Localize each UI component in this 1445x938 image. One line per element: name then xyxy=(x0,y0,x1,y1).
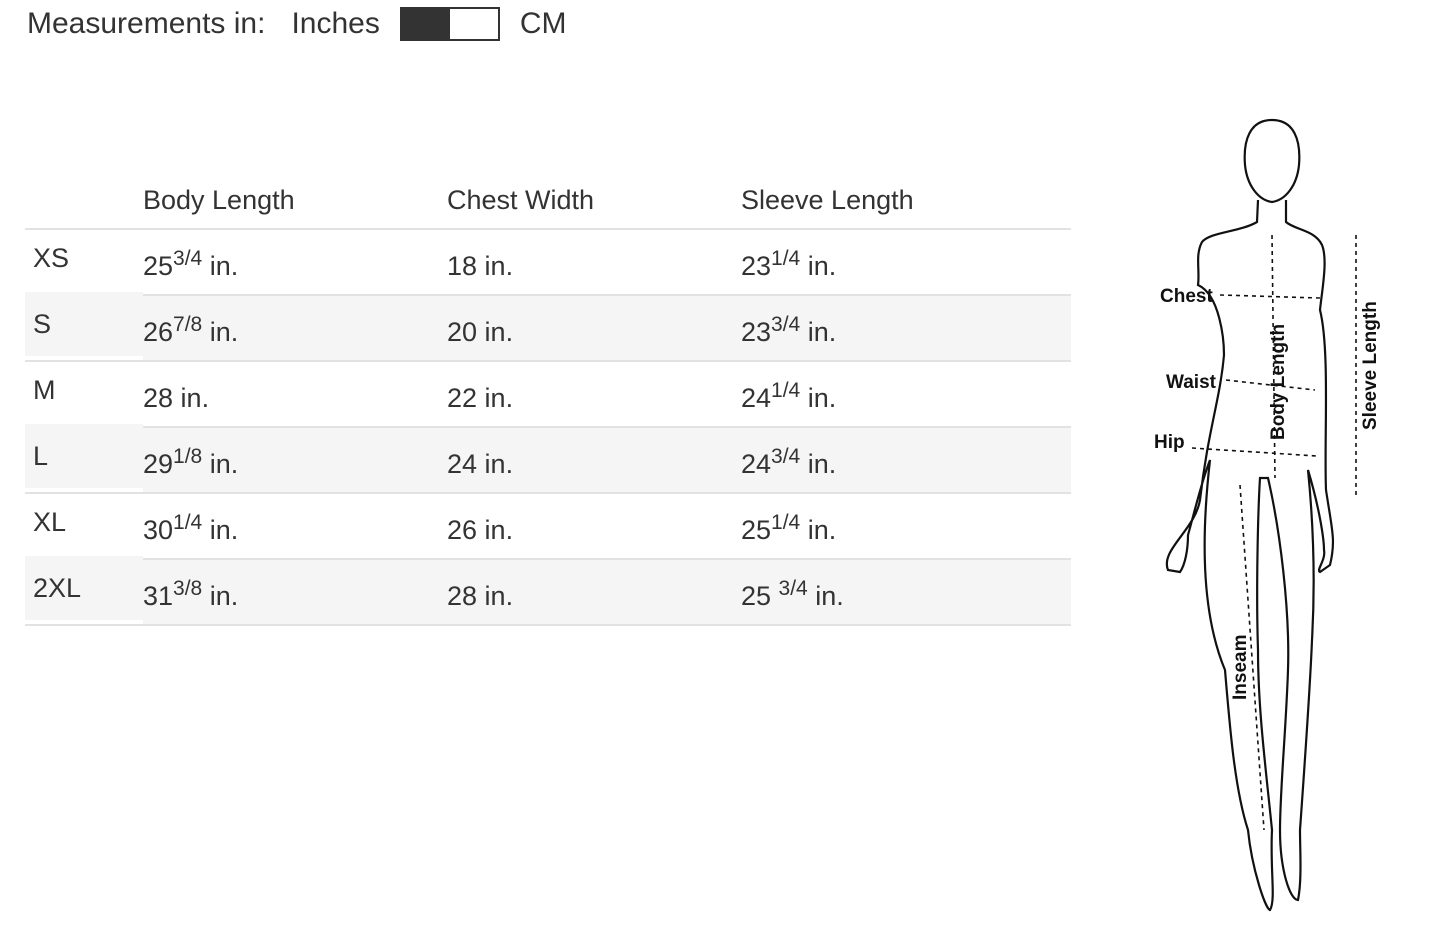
size-cell: M xyxy=(25,357,143,424)
table-row: L 291/8 in. 24 in. 243/4 in. xyxy=(25,423,1071,494)
sleeve-length-cell: 231/4 in. xyxy=(741,229,1071,296)
sleeve-length-cell: 243/4 in. xyxy=(741,427,1071,494)
body-length-cell: 301/4 in. xyxy=(143,493,447,560)
size-cell: 2XL xyxy=(25,555,143,622)
chest-width-cell: 18 in. xyxy=(447,229,741,296)
size-cell: L xyxy=(25,423,143,490)
table-row: 2XL 313/8 in. 28 in. 25 3/4 in. xyxy=(25,555,1071,626)
size-cell: XL xyxy=(25,489,143,556)
chest-width-cell: 20 in. xyxy=(447,295,741,362)
body-length-cell: 253/4 in. xyxy=(143,229,447,296)
label-sleeve-length: Sleeve Length xyxy=(1360,301,1381,430)
chest-width-cell: 26 in. xyxy=(447,493,741,560)
body-length-cell: 291/8 in. xyxy=(143,427,447,494)
header-chest-width: Chest Width xyxy=(447,172,741,230)
body-outline xyxy=(1165,199,1335,912)
table-row: XS 253/4 in. 18 in. 231/4 in. xyxy=(25,225,1071,296)
sleeve-length-cell: 25 3/4 in. xyxy=(741,559,1071,626)
table-row: S 267/8 in. 20 in. 233/4 in. xyxy=(25,291,1071,362)
unit-toggle[interactable] xyxy=(399,7,500,41)
label-inseam: Inseam xyxy=(1230,635,1251,700)
chest-width-cell: 24 in. xyxy=(447,427,741,494)
body-length-cell: 28 in. xyxy=(143,361,447,428)
inches-option[interactable]: Inches xyxy=(291,7,380,40)
table-row: M 28 in. 22 in. 241/4 in. xyxy=(25,357,1071,428)
header-size xyxy=(25,172,143,230)
size-cell: XS xyxy=(25,225,143,292)
body-measurement-figure: Chest Waist Hip Body Length Sleeve Lengt… xyxy=(1154,118,1381,912)
table-header: Body Length Chest Width Sleeve Length xyxy=(25,172,1071,230)
sleeve-length-cell: 233/4 in. xyxy=(741,295,1071,362)
unit-selector: Measurements in: Inches CM xyxy=(27,4,566,44)
measurements-label: Measurements in: xyxy=(27,7,266,40)
header-body-length: Body Length xyxy=(143,172,447,230)
label-body-length: Body Length xyxy=(1268,324,1289,440)
sleeve-length-cell: 241/4 in. xyxy=(741,361,1071,428)
size-cell: S xyxy=(25,291,143,358)
body-length-cell: 267/8 in. xyxy=(143,295,447,362)
sleeve-length-cell: 251/4 in. xyxy=(741,493,1071,560)
header-sleeve-length: Sleeve Length xyxy=(741,172,1071,230)
label-chest: Chest xyxy=(1160,286,1213,307)
label-hip: Hip xyxy=(1154,432,1185,453)
table-row: XL 301/4 in. 26 in. 251/4 in. xyxy=(25,489,1071,560)
label-waist: Waist xyxy=(1166,372,1217,393)
cm-option[interactable]: CM xyxy=(519,7,567,40)
chest-width-cell: 22 in. xyxy=(447,361,741,428)
size-chart-table: Body Length Chest Width Sleeve Length XS… xyxy=(25,172,1071,626)
chest-width-cell: 28 in. xyxy=(447,559,741,626)
body-length-cell: 313/8 in. xyxy=(143,559,447,626)
head-outline xyxy=(1243,118,1301,204)
